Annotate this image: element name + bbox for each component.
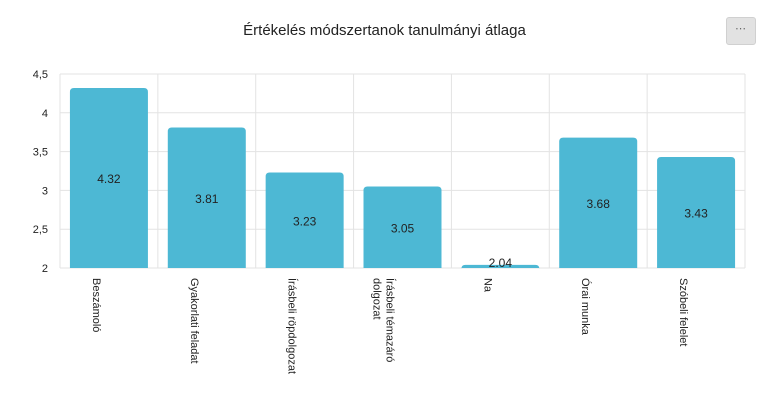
bars-layer xyxy=(69,87,736,269)
bar-value-label: 3.23 xyxy=(293,214,317,228)
x-tick-label: Írásbeli röpdolgozat xyxy=(286,278,299,374)
y-tick-label: 2 xyxy=(42,263,48,275)
bar[interactable] xyxy=(461,264,540,269)
x-tick-label: Gyakorlati feladat xyxy=(188,278,200,364)
y-tick-label: 3 xyxy=(42,185,48,197)
x-tick-label: Na xyxy=(481,278,493,293)
bar-value-label: 3.43 xyxy=(684,207,708,221)
bar-value-label: 2.04 xyxy=(489,256,513,270)
bar-value-label: 3.81 xyxy=(195,192,219,206)
y-tick-label: 2,5 xyxy=(33,224,48,236)
x-tick-label: Szóbeli felelet xyxy=(677,278,689,347)
bar[interactable] xyxy=(265,172,344,268)
bar[interactable] xyxy=(69,87,148,268)
bar[interactable] xyxy=(363,186,442,268)
x-tick-label: Írásbeli témazáró xyxy=(384,278,397,362)
x-tick-label: Beszámoló xyxy=(90,278,102,332)
bar-value-label: 3.68 xyxy=(587,197,611,211)
y-tick-label: 4,5 xyxy=(33,69,48,81)
y-tick-label: 3,5 xyxy=(33,147,48,159)
bar-value-label: 4.32 xyxy=(97,172,121,186)
chart-title: Értékelés módszertanok tanulmányi átlaga xyxy=(243,22,526,39)
bar[interactable] xyxy=(559,137,638,268)
labels-layer: 2 2,5 3 3,5 4 4,5 4.32 Beszámoló 3.81 Gyakorlati … xyxy=(33,69,708,374)
bar[interactable] xyxy=(167,127,246,268)
chart-menu-button[interactable]: ⋯ xyxy=(726,17,756,45)
x-tick-label: dolgozat xyxy=(371,278,383,320)
y-tick-label: 4 xyxy=(42,108,48,120)
bar-value-label: 3.05 xyxy=(391,221,415,235)
bar[interactable] xyxy=(657,157,736,268)
more-icon: ⋯ xyxy=(735,22,747,35)
x-tick-label: Órai munka xyxy=(579,278,592,336)
